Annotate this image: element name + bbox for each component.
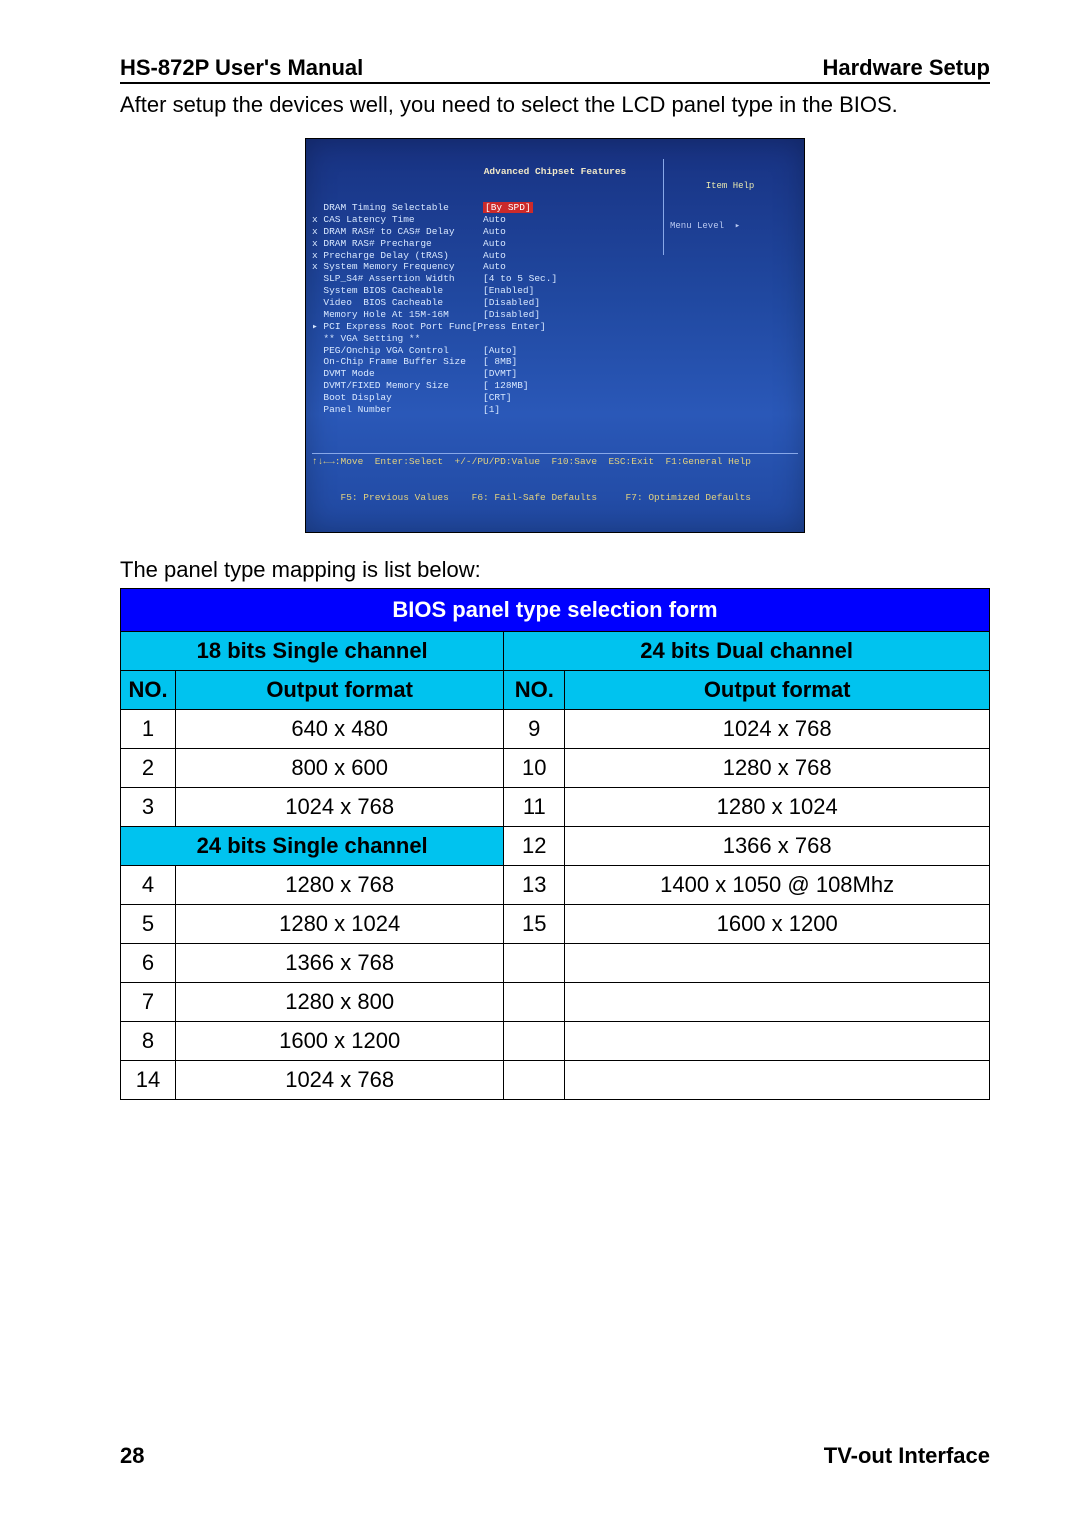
bios-line: On-Chip Frame Buffer Size [ 8MB]	[312, 356, 798, 368]
table-row: 71280 x 800	[121, 983, 990, 1022]
cell-format: 1024 x 768	[565, 710, 990, 749]
bios-bottom2: F5: Previous Values F6: Fail-Safe Defaul…	[312, 492, 798, 504]
cell-no	[504, 983, 565, 1022]
page-header: HS-872P User's Manual Hardware Setup	[120, 55, 990, 84]
cell-no	[504, 944, 565, 983]
table-row: 141024 x 768	[121, 1061, 990, 1100]
mapping-text: The panel type mapping is list below:	[120, 555, 990, 585]
cell-no: 3	[121, 788, 176, 827]
cell-format: 1366 x 768	[176, 944, 504, 983]
cell-no	[504, 1061, 565, 1100]
page-number: 28	[120, 1443, 144, 1469]
cell-no: 13	[504, 866, 565, 905]
cell-no: 8	[121, 1022, 176, 1061]
cell-format: 1280 x 1024	[176, 905, 504, 944]
cell-format: 1024 x 768	[176, 788, 504, 827]
col-no-left: NO.	[121, 671, 176, 710]
cell-no: 14	[121, 1061, 176, 1100]
cell-format: 1280 x 800	[176, 983, 504, 1022]
table-row: 2800 x 600101280 x 768	[121, 749, 990, 788]
bios-help-panel: Item Help Menu Level ▸	[663, 159, 790, 255]
cell-no: 7	[121, 983, 176, 1022]
bios-line: Boot Display [CRT]	[312, 392, 798, 404]
page-footer: 28 TV-out Interface	[120, 1443, 990, 1469]
bios-line: System BIOS Cacheable [Enabled]	[312, 285, 798, 297]
header-right: Hardware Setup	[823, 55, 991, 81]
table-row: 31024 x 768111280 x 1024	[121, 788, 990, 827]
bios-line: DVMT/FIXED Memory Size [ 128MB]	[312, 380, 798, 392]
cell-format: 1024 x 768	[176, 1061, 504, 1100]
header-left: HS-872P User's Manual	[120, 55, 363, 81]
bios-line: ** VGA Setting **	[312, 333, 798, 345]
table-row: 81600 x 1200	[121, 1022, 990, 1061]
bios-line: x System Memory Frequency Auto	[312, 261, 798, 273]
cell-format: 1280 x 1024	[565, 788, 990, 827]
left-subheader: 24 bits Single channel	[121, 827, 504, 866]
cell-format	[565, 944, 990, 983]
panel-type-table: BIOS panel type selection form 18 bits S…	[120, 588, 990, 1100]
cell-no: 2	[121, 749, 176, 788]
bios-line: SLP_S4# Assertion Width [4 to 5 Sec.]	[312, 273, 798, 285]
bios-line: Memory Hole At 15M-16M [Disabled]	[312, 309, 798, 321]
table-row: 24 bits Single channel121366 x 768	[121, 827, 990, 866]
table-row: 61366 x 768	[121, 944, 990, 983]
cell-format	[565, 1061, 990, 1100]
cell-format: 800 x 600	[176, 749, 504, 788]
bios-line: DVMT Mode [DVMT]	[312, 368, 798, 380]
bios-help-title: Item Help	[670, 181, 790, 192]
bios-help-sub: Menu Level ▸	[670, 221, 790, 232]
bios-line: Video BIOS Cacheable [Disabled]	[312, 297, 798, 309]
col-fmt-left: Output format	[176, 671, 504, 710]
cell-no: 1	[121, 710, 176, 749]
cell-no: 15	[504, 905, 565, 944]
cell-format: 1280 x 768	[176, 866, 504, 905]
right-header: 24 bits Dual channel	[504, 632, 990, 671]
cell-format: 1366 x 768	[565, 827, 990, 866]
intro-text: After setup the devices well, you need t…	[120, 90, 990, 120]
table-row: 51280 x 1024151600 x 1200	[121, 905, 990, 944]
cell-format: 1280 x 768	[565, 749, 990, 788]
cell-format: 1400 x 1050 @ 108Mhz	[565, 866, 990, 905]
col-fmt-right: Output format	[565, 671, 990, 710]
cell-format	[565, 983, 990, 1022]
cell-format: 1600 x 1200	[565, 905, 990, 944]
table-row: 41280 x 768131400 x 1050 @ 108Mhz	[121, 866, 990, 905]
cell-no: 4	[121, 866, 176, 905]
cell-no: 9	[504, 710, 565, 749]
bios-screenshot: Advanced Chipset Features DRAM Timing Se…	[305, 138, 805, 533]
cell-format: 640 x 480	[176, 710, 504, 749]
cell-no	[504, 1022, 565, 1061]
table-row: 1640 x 48091024 x 768	[121, 710, 990, 749]
table-title: BIOS panel type selection form	[121, 589, 990, 632]
bios-line: PEG/Onchip VGA Control [Auto]	[312, 345, 798, 357]
cell-format	[565, 1022, 990, 1061]
bios-line: ▸ PCI Express Root Port Func[Press Enter…	[312, 321, 798, 333]
bios-bottom1: ↑↓←→:Move Enter:Select +/-/PU/PD:Value F…	[312, 453, 798, 468]
bios-line: Panel Number [1]	[312, 404, 798, 416]
cell-no: 5	[121, 905, 176, 944]
footer-right: TV-out Interface	[824, 1443, 990, 1469]
cell-no: 12	[504, 827, 565, 866]
cell-format: 1600 x 1200	[176, 1022, 504, 1061]
cell-no: 10	[504, 749, 565, 788]
cell-no: 6	[121, 944, 176, 983]
cell-no: 11	[504, 788, 565, 827]
col-no-right: NO.	[504, 671, 565, 710]
left-header: 18 bits Single channel	[121, 632, 504, 671]
